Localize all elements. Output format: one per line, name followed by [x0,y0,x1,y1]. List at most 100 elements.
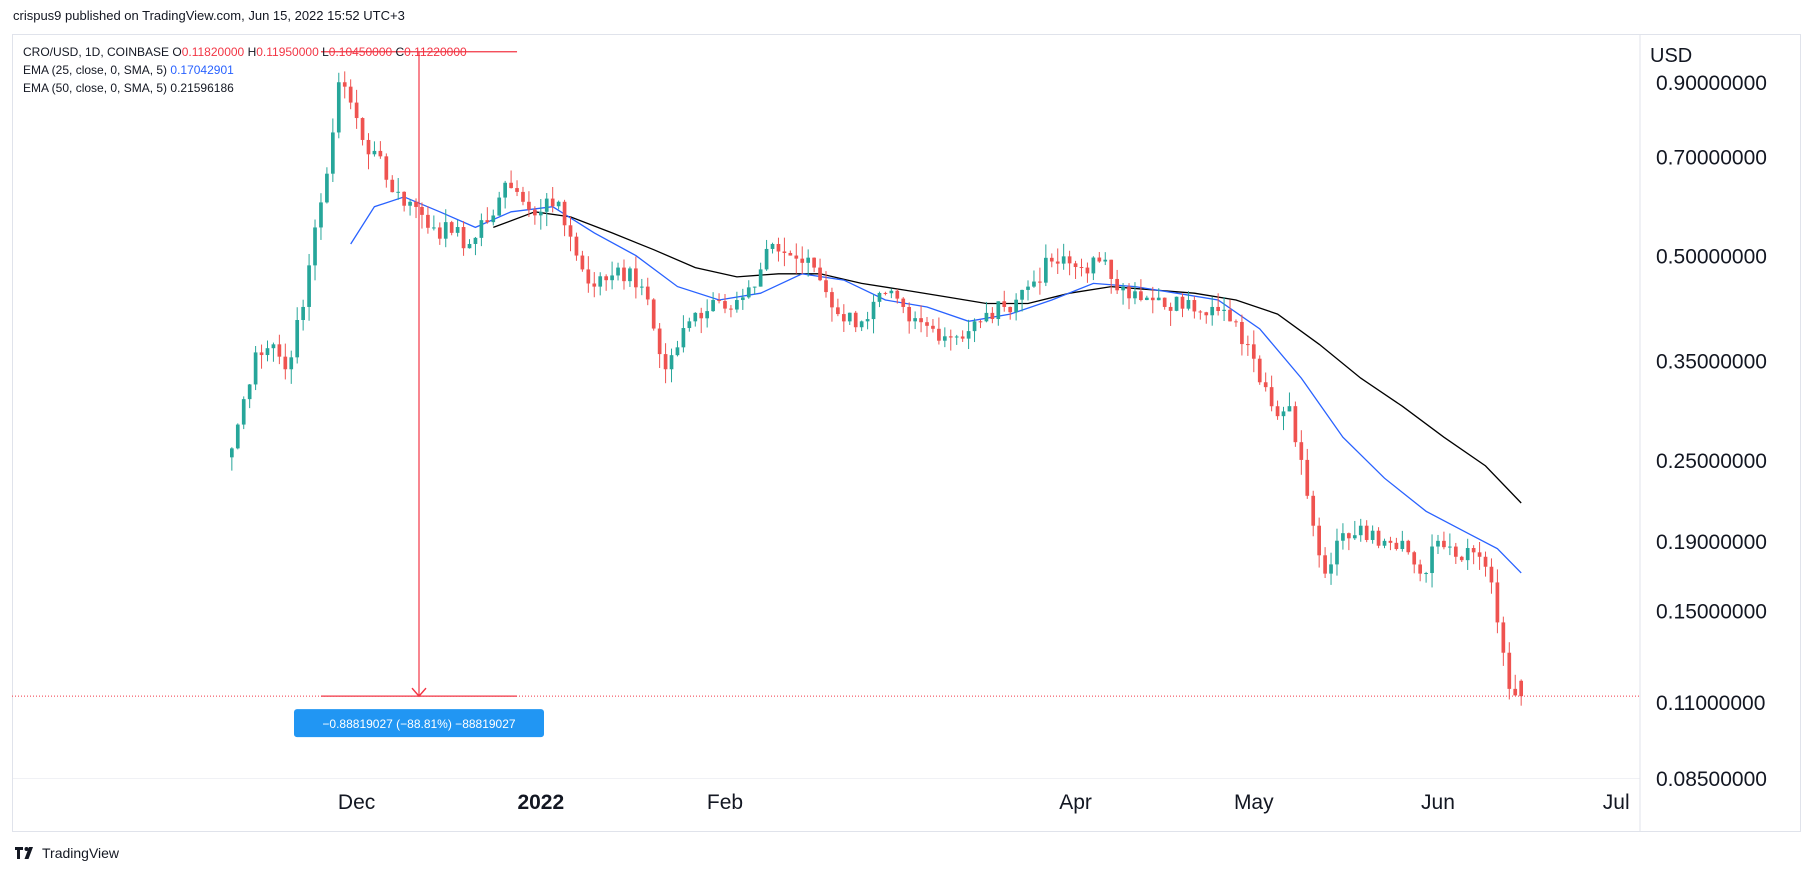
candle-body [931,325,935,329]
candle [342,71,347,99]
candle [776,237,781,262]
candle-body [1145,297,1149,301]
candle-body [717,300,721,302]
candle-body [1329,564,1333,574]
candle [1026,280,1030,301]
candle [253,345,258,391]
candle-body [699,312,704,319]
chart-frame [12,34,1801,832]
candle [319,193,323,240]
candle [1168,302,1173,326]
candle [277,334,282,365]
candle-body [241,399,246,425]
candle-body [1376,530,1381,546]
candle-body [1513,688,1518,696]
candle-body [669,355,674,370]
price-tick-label: 0.08500000 [1656,768,1767,791]
candle-body [515,188,519,192]
candle-body [1358,525,1363,536]
tradingview-logo-icon [15,847,33,859]
candle [437,222,442,245]
candle [1263,372,1268,392]
candle-body [485,220,490,223]
footer-brand[interactable]: TradingView [14,845,119,861]
candle-body [1216,306,1220,311]
candle [1156,288,1161,301]
candle [1067,250,1072,276]
candle [931,319,935,333]
candle-body [449,222,454,233]
candle [556,200,561,210]
candle-body [628,268,632,282]
candle [818,258,822,282]
candle-body [1453,546,1458,557]
candle [265,340,270,362]
candle-body [1364,525,1369,540]
measure-label: −0.88819027 (−88.81%) −88819027 [322,717,515,731]
candle [1347,532,1351,551]
candle [1038,267,1042,295]
candle-body [354,102,359,119]
candle-body [776,243,781,252]
candle [1376,527,1381,549]
candle [1198,310,1203,320]
candle [289,350,294,384]
candle-body [1186,300,1191,309]
candle [1412,550,1417,574]
candle [925,316,929,337]
candle-body [1382,540,1387,546]
candle [331,118,335,182]
candle [1495,569,1500,634]
candle-body [1477,552,1482,557]
candle-body [271,344,276,349]
candle-body [420,206,424,215]
candle-body [901,298,906,307]
candle-body [1400,540,1405,550]
candle-body [770,243,775,249]
candle-body [1483,556,1488,567]
legend-symbol-row: CRO/USD, 1D, COINBASE O0.11820000 H0.119… [23,45,467,59]
candle-body [277,344,282,357]
candle-body [1495,582,1500,623]
candle [420,202,424,229]
candle [616,262,620,281]
candle [1287,392,1292,412]
candle [1115,269,1119,295]
price-tick-label: 0.11000000 [1656,692,1765,715]
candle-body [1263,382,1268,388]
candle-body [729,308,733,310]
candle [1234,319,1238,327]
candle-body [253,352,258,385]
candle [735,291,739,313]
candle [390,175,395,193]
candle [1180,293,1185,318]
candle-body [509,182,513,189]
time-tick-label: May [1234,791,1274,814]
candle [883,291,888,296]
candle [770,242,775,254]
candle [360,117,365,146]
ema50-line [493,211,1522,504]
candle-body [800,258,805,263]
candle-body [1192,300,1197,312]
candle [675,340,680,357]
candle [1471,545,1476,565]
candle-body [325,173,329,203]
candle-body [1168,306,1173,311]
candle [580,250,585,272]
candle-body [580,255,585,270]
candle [841,304,846,332]
candle [1127,283,1131,310]
candle-body [443,222,448,239]
candle-body [1043,257,1048,283]
candle [461,221,466,256]
candle-body [235,424,240,449]
candle [711,292,715,312]
time-tick-label: Jul [1603,791,1630,814]
candle [806,249,811,277]
candle [562,199,567,237]
candle-body [1240,322,1244,345]
candle [1103,252,1108,266]
candle [1014,293,1018,321]
